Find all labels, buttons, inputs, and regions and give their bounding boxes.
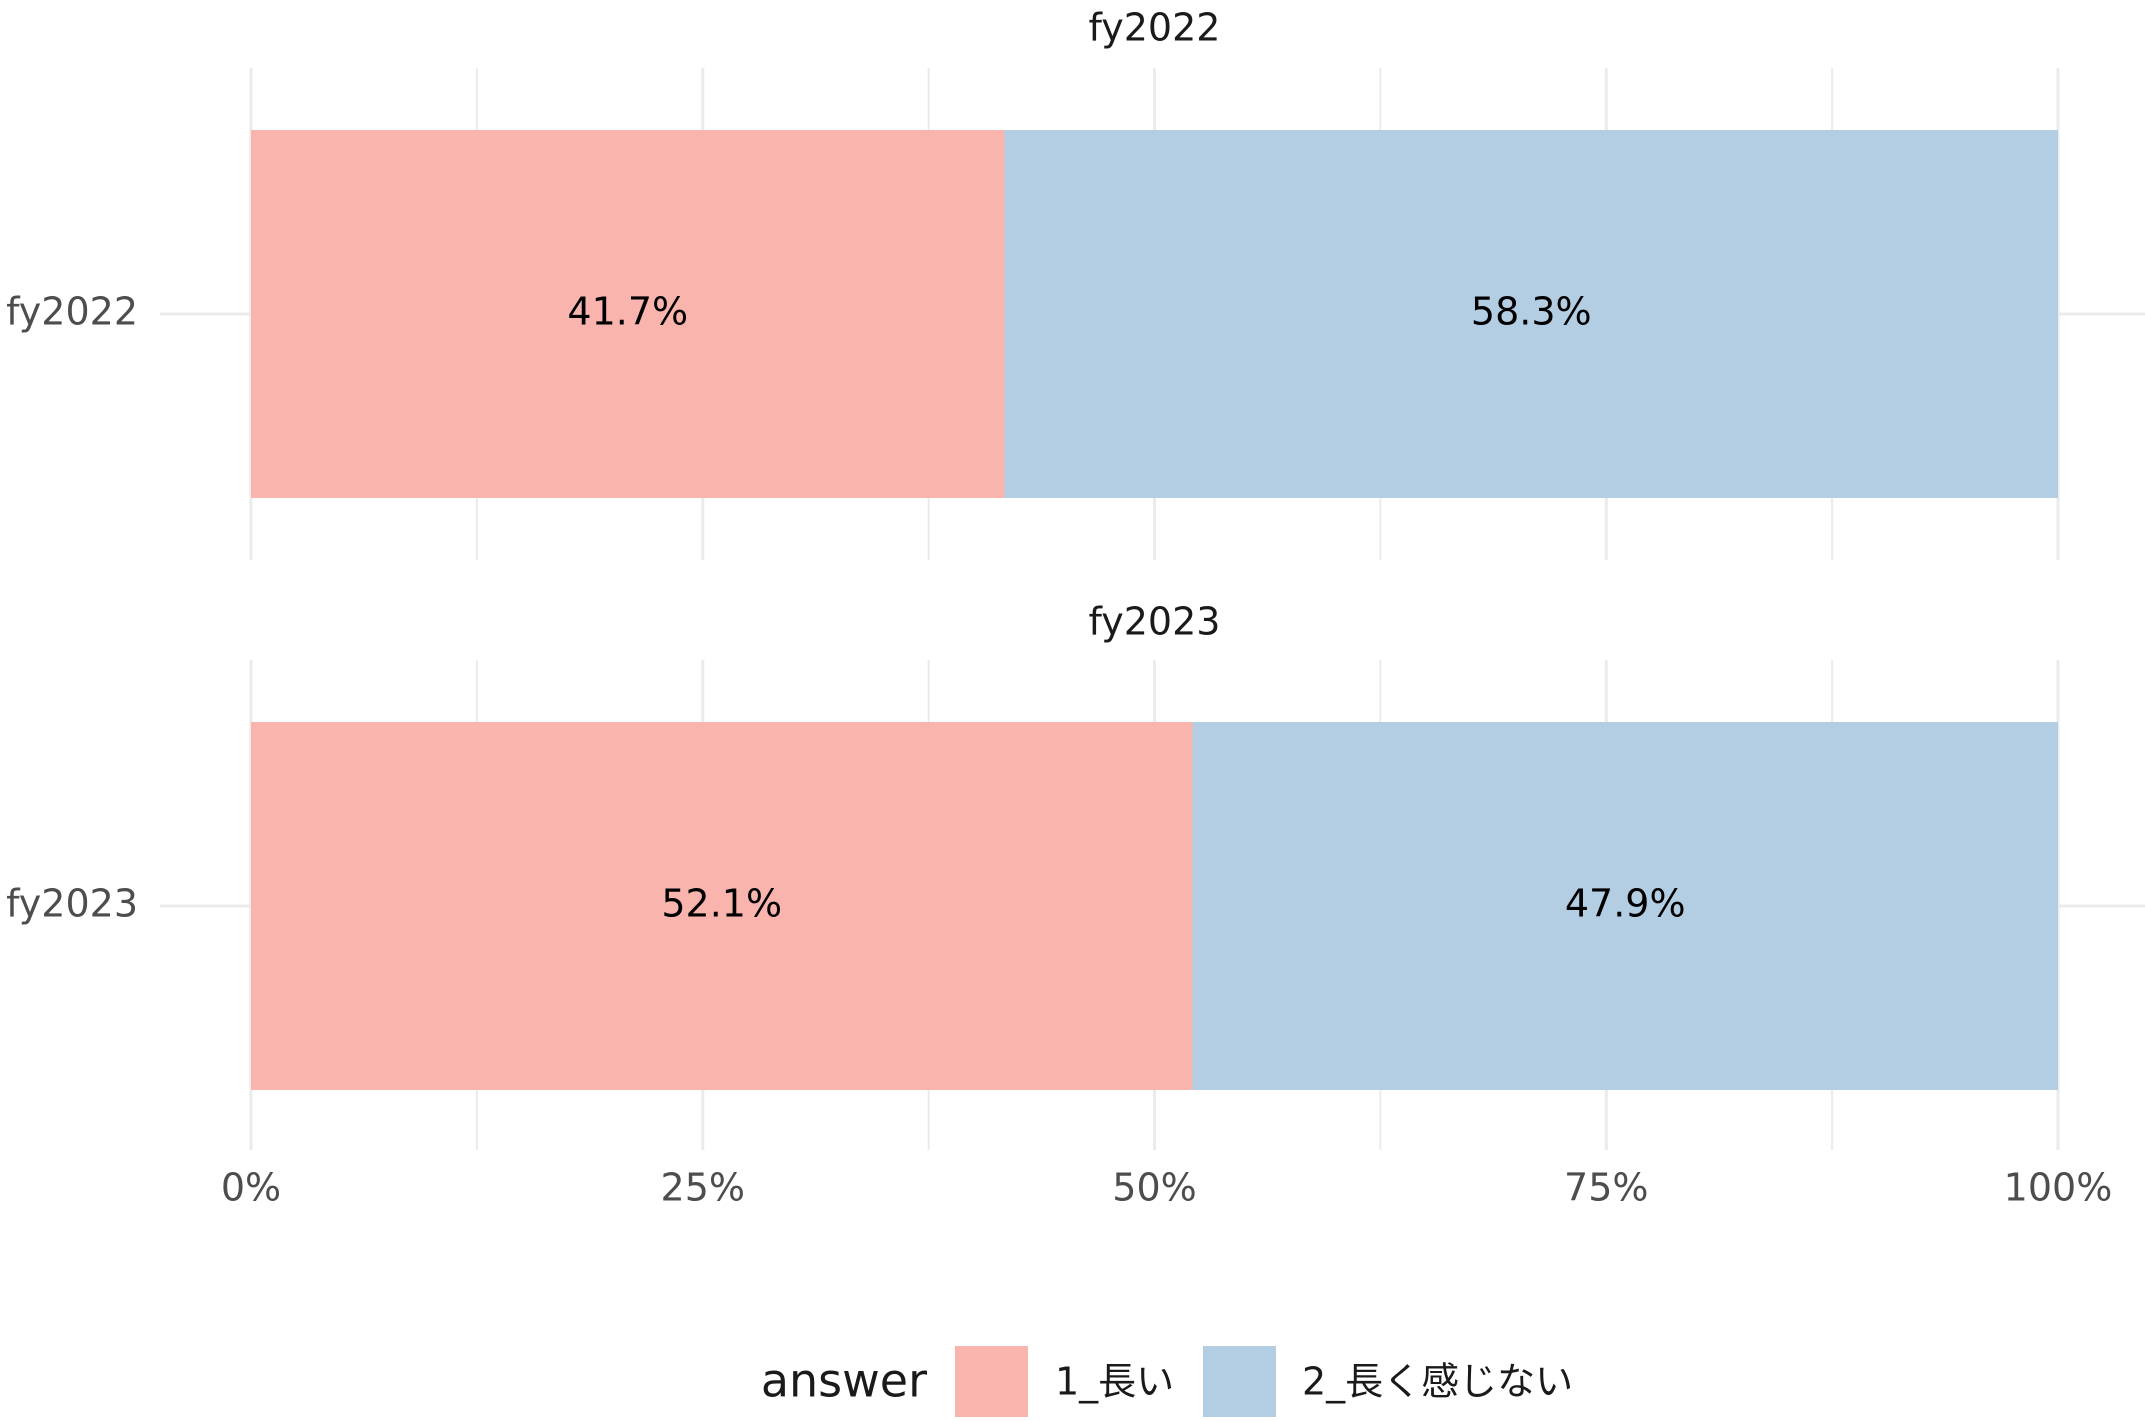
facet-panel-fy2023: fy2023 fy2023 52.1% 47.9%	[6, 600, 2145, 1151]
bar-value-label: 47.9%	[1565, 882, 1686, 926]
bar-value-label: 52.1%	[661, 882, 782, 926]
legend-title: answer	[761, 1354, 927, 1408]
facet-panel-fy2022: fy2022 fy2022 41.7% 58.3%	[6, 6, 2145, 561]
bar-value-label: 58.3%	[1471, 290, 1592, 334]
x-axis-tick-label: 50%	[1112, 1166, 1196, 1210]
bar-value-label: 41.7%	[567, 290, 688, 334]
facet-strip-label: fy2023	[1089, 600, 1221, 644]
x-axis-tick-label: 25%	[661, 1166, 745, 1210]
legend-key-swatch	[955, 1346, 1028, 1417]
legend-key-swatch	[1203, 1346, 1276, 1417]
y-axis-category-label: fy2023	[6, 882, 138, 926]
x-axis-tick-label: 0%	[221, 1166, 281, 1210]
facet-strip-label: fy2022	[1089, 6, 1221, 50]
legend: answer 1_長い 2_長く感じない	[761, 1346, 1573, 1417]
legend-item-label: 2_長く感じない	[1302, 1360, 1573, 1404]
x-axis-tick-label: 100%	[2004, 1166, 2113, 1210]
x-axis: 0% 25% 50% 75% 100%	[221, 1166, 2112, 1210]
legend-item-label: 1_長い	[1055, 1360, 1174, 1404]
x-axis-tick-label: 75%	[1564, 1166, 1648, 1210]
y-axis-category-label: fy2022	[6, 290, 138, 334]
